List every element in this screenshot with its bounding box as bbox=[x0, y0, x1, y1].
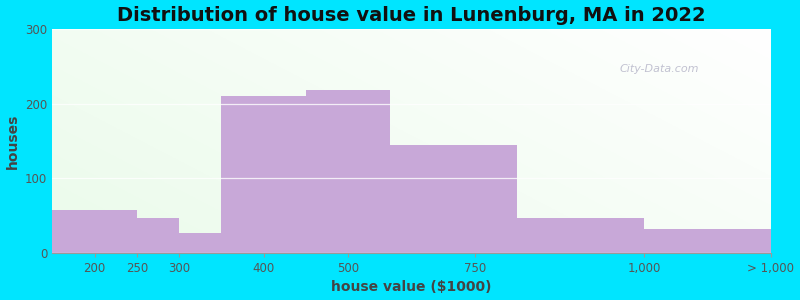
Bar bbox=[222, 96, 306, 253]
Bar bbox=[306, 90, 390, 253]
Bar bbox=[644, 229, 771, 253]
Y-axis label: houses: houses bbox=[6, 113, 19, 169]
Bar bbox=[52, 210, 137, 253]
Bar bbox=[390, 145, 518, 253]
Bar bbox=[137, 218, 179, 253]
Bar bbox=[179, 233, 222, 253]
X-axis label: house value ($1000): house value ($1000) bbox=[331, 280, 492, 294]
Bar bbox=[518, 218, 644, 253]
Title: Distribution of house value in Lunenburg, MA in 2022: Distribution of house value in Lunenburg… bbox=[118, 6, 706, 25]
Text: City-Data.com: City-Data.com bbox=[620, 64, 699, 74]
